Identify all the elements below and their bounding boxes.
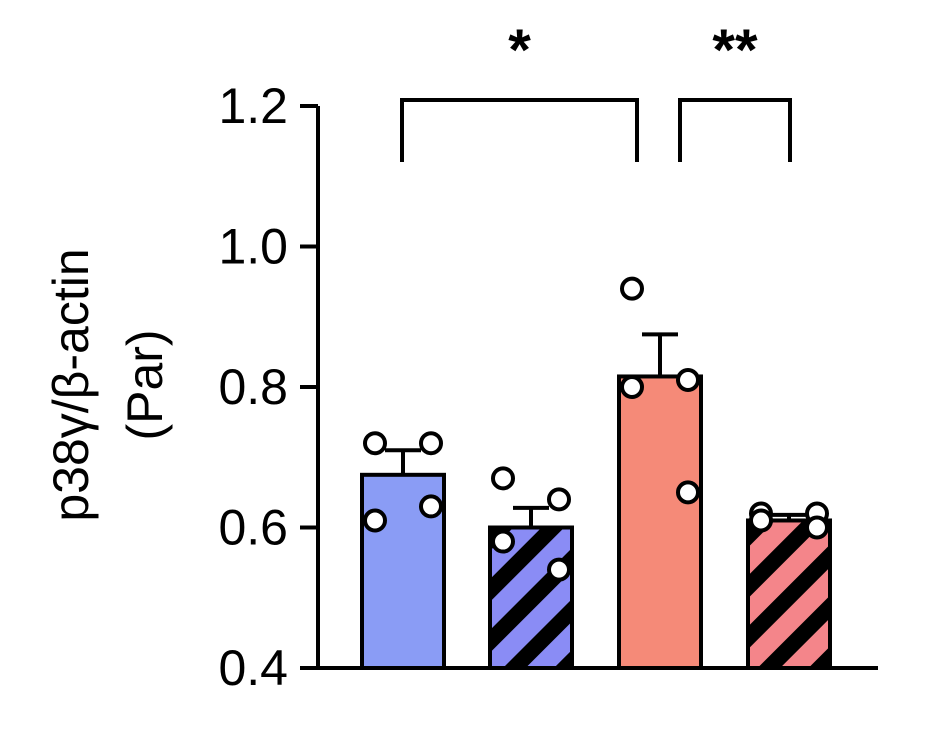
data-point [549, 489, 569, 509]
y-tick-label: 0.8 [218, 359, 288, 415]
y-tick-label: 1.0 [218, 219, 288, 275]
data-point [678, 482, 698, 502]
data-point [622, 279, 642, 299]
y-tick-label: 0.6 [218, 500, 288, 556]
y-tick-label: 0.4 [218, 640, 288, 696]
data-point [365, 510, 385, 530]
y-axis-label: p38γ/β-actin (Par) [43, 248, 173, 521]
y-axis-label-line-2: (Par) [117, 329, 173, 440]
data-point [421, 496, 441, 516]
data-point [751, 510, 771, 530]
significance-bracket [402, 100, 637, 162]
y-tick-label: 1.2 [218, 78, 288, 134]
data-point [493, 532, 513, 552]
significance-brackets: * ** [402, 18, 790, 162]
y-axis-label-line-1: p38γ/β-actin [43, 248, 99, 521]
data-point [622, 377, 642, 397]
data-point [493, 468, 513, 488]
data-point [807, 518, 827, 538]
significance-label: * [508, 18, 531, 83]
data-point [549, 560, 569, 580]
bar-3 [619, 376, 701, 668]
data-point [421, 433, 441, 453]
data-point [678, 370, 698, 390]
data-point [365, 433, 385, 453]
bar-4 [748, 520, 830, 668]
significance-bracket [680, 100, 790, 162]
significance-label: ** [712, 18, 758, 83]
